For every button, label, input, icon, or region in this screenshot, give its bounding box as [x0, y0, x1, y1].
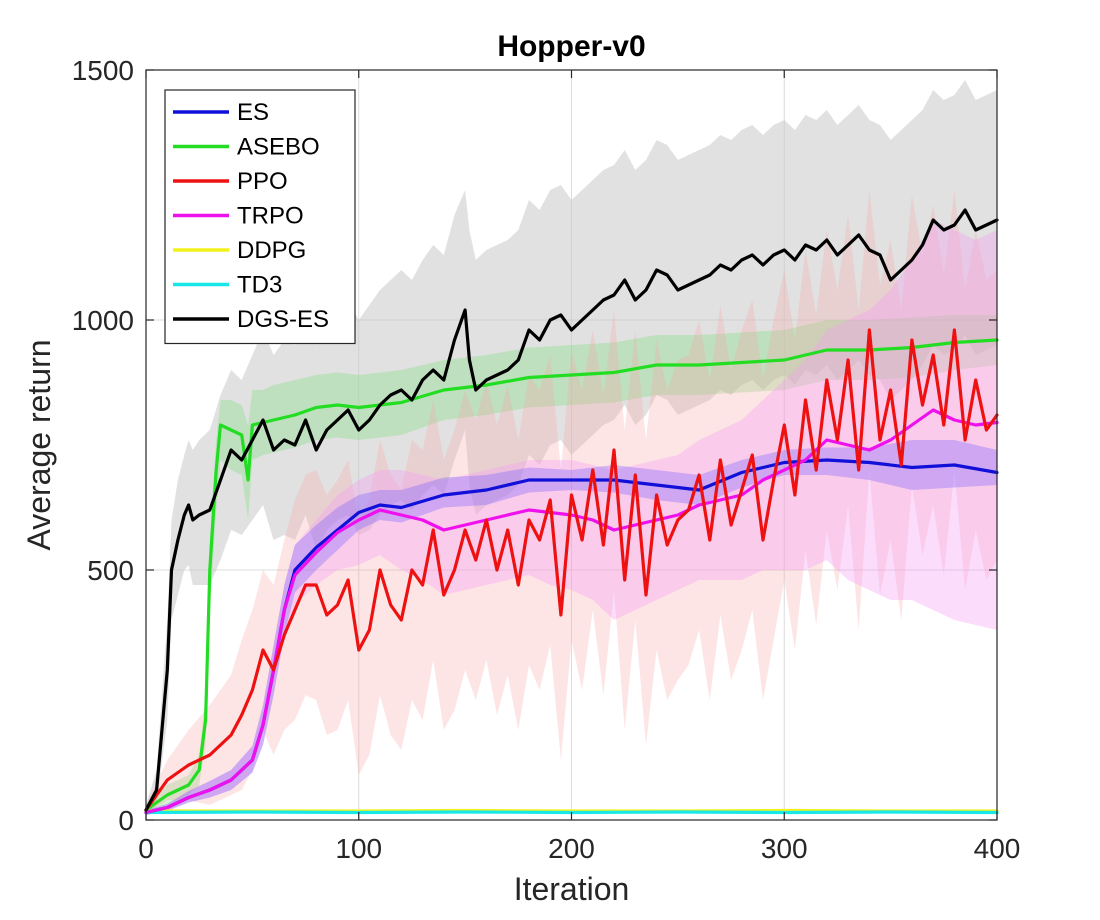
x-tick-label-4: 400 — [974, 833, 1021, 864]
band-trpo — [146, 220, 997, 815]
chart-title: Hopper-v0 — [497, 30, 645, 63]
x-axis-label: Iteration — [514, 871, 630, 907]
x-tick-label-3: 300 — [761, 833, 808, 864]
series-line-ppo — [144, 328, 999, 812]
legend-label-trpo: TRPO — [237, 203, 304, 230]
band-asebo — [146, 315, 997, 814]
band-es — [146, 440, 997, 815]
axis-ticks: 0 100 200 300 400 0 500 1000 1500 — [72, 55, 1021, 864]
x-tick-label-1: 100 — [335, 833, 382, 864]
y-tick-label-0: 0 — [118, 805, 134, 836]
legend-label-ppo: PPO — [237, 168, 288, 195]
legend-label-asebo: ASEBO — [237, 134, 320, 161]
y-tick-label-2: 1000 — [72, 305, 134, 336]
series-line-dgs-es — [144, 208, 999, 812]
series-line-asebo — [144, 338, 999, 812]
legend-label-ddpg: DDPG — [237, 237, 306, 264]
legend-label-es: ES — [237, 99, 269, 126]
x-tick-label-2: 200 — [548, 833, 595, 864]
legend: ES ASEBO PPO TRPO DDPG TD3 DGS-ES — [164, 89, 356, 345]
x-tick-label-0: 0 — [138, 833, 154, 864]
y-tick-label-3: 1500 — [72, 55, 134, 86]
legend-label-td3: TD3 — [237, 272, 282, 299]
y-tick-label-1: 500 — [87, 555, 134, 586]
band-dgs-es — [146, 80, 997, 815]
legend-label-dgs-es: DGS-ES — [237, 306, 329, 333]
y-axis-label: Average return — [21, 339, 57, 550]
